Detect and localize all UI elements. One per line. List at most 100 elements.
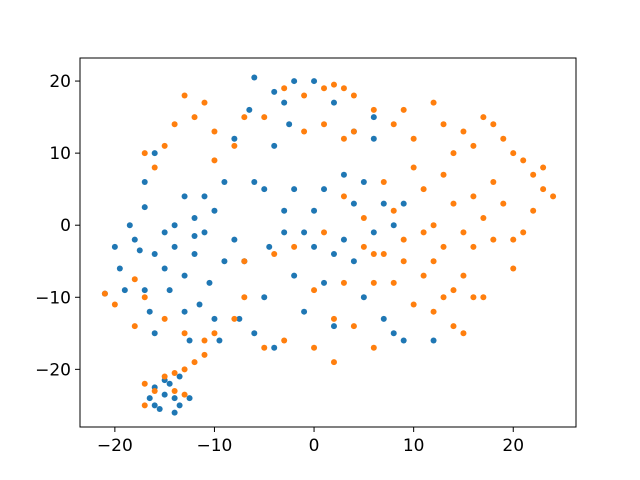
point bbox=[301, 229, 308, 236]
point bbox=[311, 344, 318, 351]
point bbox=[151, 150, 158, 157]
point bbox=[460, 272, 467, 279]
point bbox=[321, 121, 328, 128]
point bbox=[460, 229, 467, 236]
point bbox=[340, 193, 347, 200]
point bbox=[550, 193, 557, 200]
point bbox=[281, 207, 288, 214]
point bbox=[370, 229, 377, 236]
point bbox=[261, 344, 268, 351]
point bbox=[216, 337, 223, 344]
point bbox=[201, 337, 208, 344]
point bbox=[510, 150, 517, 157]
point bbox=[211, 315, 218, 322]
point bbox=[430, 258, 437, 265]
point bbox=[181, 366, 188, 373]
point bbox=[540, 164, 547, 171]
point bbox=[430, 308, 437, 315]
point bbox=[241, 114, 248, 121]
point bbox=[350, 323, 357, 330]
point bbox=[171, 387, 178, 394]
point bbox=[281, 85, 288, 92]
point bbox=[161, 229, 168, 236]
y-tick-label: −10 bbox=[35, 288, 71, 308]
point bbox=[380, 200, 387, 207]
point bbox=[251, 330, 258, 337]
point bbox=[400, 200, 407, 207]
point bbox=[231, 135, 238, 142]
point bbox=[440, 121, 447, 128]
point bbox=[330, 359, 337, 366]
point bbox=[221, 178, 228, 185]
point bbox=[360, 214, 367, 221]
point bbox=[390, 222, 397, 229]
point bbox=[420, 272, 427, 279]
point bbox=[470, 142, 477, 149]
point bbox=[350, 258, 357, 265]
point bbox=[111, 301, 118, 308]
point bbox=[171, 369, 178, 376]
point bbox=[330, 81, 337, 88]
point bbox=[490, 236, 497, 243]
point bbox=[151, 164, 158, 171]
point bbox=[291, 243, 298, 250]
plot-frame bbox=[79, 57, 577, 428]
point bbox=[530, 207, 537, 214]
point bbox=[166, 287, 173, 294]
point bbox=[171, 222, 178, 229]
point bbox=[171, 243, 178, 250]
x-tick-label: 20 bbox=[502, 436, 524, 456]
point bbox=[146, 395, 153, 402]
point bbox=[131, 276, 138, 283]
point bbox=[360, 294, 367, 301]
point bbox=[211, 207, 218, 214]
point bbox=[350, 200, 357, 207]
point bbox=[261, 114, 268, 121]
point bbox=[191, 233, 198, 240]
point bbox=[460, 330, 467, 337]
point bbox=[360, 243, 367, 250]
point bbox=[131, 323, 138, 330]
x-tick-label: −20 bbox=[97, 436, 133, 456]
point bbox=[520, 229, 527, 236]
point bbox=[360, 178, 367, 185]
point bbox=[311, 287, 318, 294]
point bbox=[151, 330, 158, 337]
point bbox=[161, 373, 168, 380]
point bbox=[450, 323, 457, 330]
point bbox=[146, 308, 153, 315]
point bbox=[266, 243, 273, 250]
point bbox=[141, 294, 148, 301]
point bbox=[301, 128, 308, 135]
point bbox=[196, 301, 203, 308]
point bbox=[176, 402, 183, 409]
point bbox=[400, 337, 407, 344]
point bbox=[101, 290, 108, 297]
point bbox=[206, 279, 213, 286]
point bbox=[116, 265, 123, 272]
point bbox=[181, 308, 188, 315]
point bbox=[181, 193, 188, 200]
point bbox=[470, 243, 477, 250]
point bbox=[176, 373, 183, 380]
point bbox=[211, 157, 218, 164]
point bbox=[171, 121, 178, 128]
point bbox=[161, 315, 168, 322]
point bbox=[186, 395, 193, 402]
point bbox=[181, 92, 188, 99]
point bbox=[286, 121, 293, 128]
point bbox=[236, 315, 243, 322]
point bbox=[161, 391, 168, 398]
point bbox=[151, 251, 158, 258]
point bbox=[271, 142, 278, 149]
point bbox=[490, 178, 497, 185]
point bbox=[126, 222, 133, 229]
point bbox=[261, 186, 268, 193]
point bbox=[301, 308, 308, 315]
point bbox=[141, 150, 148, 157]
point bbox=[321, 279, 328, 286]
point bbox=[311, 78, 318, 85]
point bbox=[136, 247, 143, 254]
point bbox=[390, 279, 397, 286]
